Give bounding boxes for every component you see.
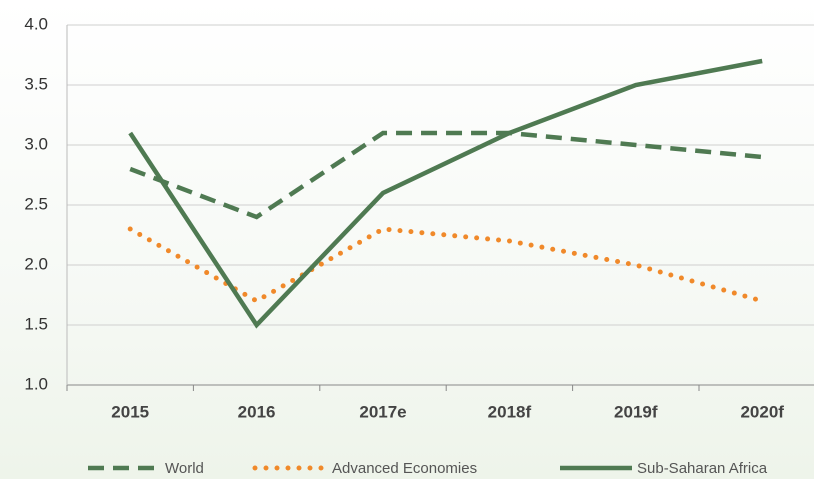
x-tick-label: 2015 [111, 402, 149, 421]
legend-label: Sub-Saharan Africa [637, 460, 768, 477]
x-tick-label: 2016 [238, 402, 276, 421]
y-tick-label: 3.5 [24, 74, 48, 93]
y-tick-label: 2.5 [24, 194, 48, 213]
series-line [128, 58, 763, 329]
y-tick-label: 3.0 [24, 134, 48, 153]
x-tick-label: 2018f [488, 402, 532, 421]
x-tick-label: 2017e [359, 402, 406, 421]
series-line [129, 130, 763, 220]
x-tick-label: 2019f [614, 402, 658, 421]
y-tick-label: 1.5 [24, 314, 48, 333]
y-tick-label: 4.0 [24, 14, 48, 33]
y-tick-label: 1.0 [24, 374, 48, 393]
legend-label: World [165, 460, 204, 477]
y-tick-label: 2.0 [24, 254, 48, 273]
legend-label: Advanced Economies [332, 460, 477, 477]
x-tick-label: 2020f [740, 402, 784, 421]
